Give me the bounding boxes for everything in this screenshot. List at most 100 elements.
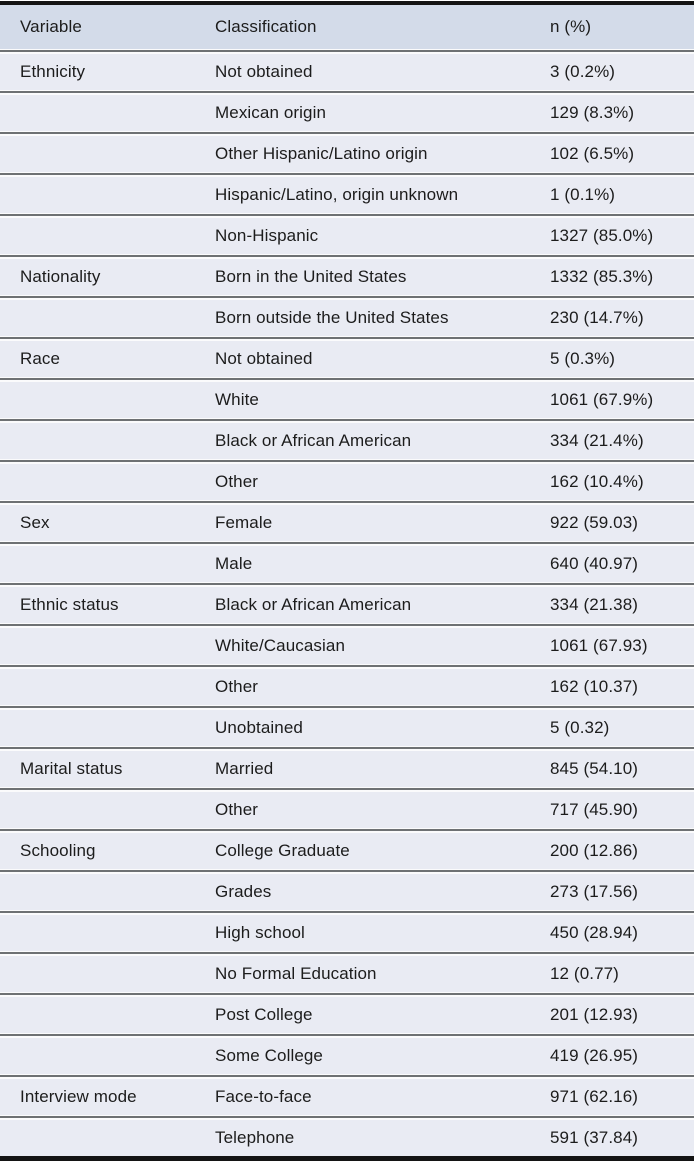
cell-classification: White/Caucasian	[215, 636, 346, 655]
cell-variable: Schooling	[20, 841, 96, 860]
cell-n-pct: 5 (0.3%)	[550, 349, 616, 368]
table-row: Black or African American 334 (21.4%)	[0, 423, 694, 459]
cell-n-pct: 971 (62.16)	[550, 1087, 639, 1106]
cell-n-pct: 922 (59.03)	[550, 513, 639, 532]
row-divider	[0, 1115, 694, 1120]
cell-variable: Nationality	[20, 267, 101, 286]
table-row: Other 162 (10.4%)	[0, 464, 694, 500]
cell-classification: Other	[215, 472, 259, 491]
table-row: Other Hispanic/Latino origin 102 (6.5%)	[0, 136, 694, 172]
row-divider	[0, 90, 694, 95]
row-divider	[0, 664, 694, 669]
column-header-n-pct: n (%)	[550, 17, 592, 36]
row-divider	[0, 459, 694, 464]
table-row: Male 640 (40.97)	[0, 546, 694, 582]
table-row: Born outside the United States 230 (14.7…	[0, 300, 694, 336]
cell-classification: Mexican origin	[215, 103, 327, 122]
row-divider	[0, 992, 694, 997]
cell-classification: Black or African American	[215, 595, 412, 614]
row-divider	[0, 500, 694, 505]
table-row: Some College 419 (26.95)	[0, 1038, 694, 1074]
cell-classification: College Graduate	[215, 841, 350, 860]
column-header-variable: Variable	[20, 17, 82, 36]
row-divider	[0, 910, 694, 915]
cell-n-pct: 419 (26.95)	[550, 1046, 639, 1065]
table-row: White 1061 (67.9%)	[0, 382, 694, 418]
row-divider	[0, 213, 694, 218]
cell-n-pct: 640 (40.97)	[550, 554, 639, 573]
row-divider	[0, 336, 694, 341]
table-row: Hispanic/Latino, origin unknown 1 (0.1%)	[0, 177, 694, 213]
row-divider	[0, 418, 694, 423]
cell-variable: Race	[20, 349, 61, 368]
cell-classification: Other	[215, 677, 259, 696]
row-divider	[0, 623, 694, 628]
row-divider	[0, 172, 694, 177]
table-row: Ethnic status Black or African American …	[0, 587, 694, 623]
cell-n-pct: 200 (12.86)	[550, 841, 639, 860]
cell-n-pct: 717 (45.90)	[550, 800, 639, 819]
cell-classification: Other	[215, 800, 259, 819]
cell-n-pct: 12 (0.77)	[550, 964, 619, 983]
table-row: White/Caucasian 1061 (67.93)	[0, 628, 694, 664]
row-divider	[0, 541, 694, 546]
row-divider	[0, 131, 694, 136]
table-row: High school 450 (28.94)	[0, 915, 694, 951]
cell-n-pct: 162 (10.37)	[550, 677, 639, 696]
table-row: Mexican origin 129 (8.3%)	[0, 95, 694, 131]
cell-n-pct: 102 (6.5%)	[550, 144, 635, 163]
cell-classification: Grades	[215, 882, 272, 901]
table-row: Unobtained 5 (0.32)	[0, 710, 694, 746]
cell-variable: Ethnicity	[20, 62, 86, 81]
cell-variable: Interview mode	[20, 1087, 137, 1106]
row-divider	[0, 869, 694, 874]
cell-classification: Unobtained	[215, 718, 303, 737]
cell-n-pct: 3 (0.2%)	[550, 62, 616, 81]
table-row: Non-Hispanic 1327 (85.0%)	[0, 218, 694, 254]
cell-classification: Black or African American	[215, 431, 412, 450]
table-row: Post College 201 (12.93)	[0, 997, 694, 1033]
cell-classification: Female	[215, 513, 273, 532]
cell-n-pct: 1061 (67.93)	[550, 636, 648, 655]
cell-n-pct: 1 (0.1%)	[550, 185, 616, 204]
table-body: Ethnicity Not obtained 3 (0.2%) Mexican …	[0, 49, 694, 1156]
cell-classification: Not obtained	[215, 62, 313, 81]
row-divider	[0, 377, 694, 382]
table-header-row: Variable Classification n (%)	[0, 5, 694, 49]
row-divider	[0, 49, 694, 54]
cell-variable: Sex	[20, 513, 50, 532]
cell-n-pct: 334 (21.4%)	[550, 431, 644, 450]
table-row: Schooling College Graduate 200 (12.86)	[0, 833, 694, 869]
cell-n-pct: 162 (10.4%)	[550, 472, 644, 491]
cell-classification: Some College	[215, 1046, 323, 1065]
table-row: Grades 273 (17.56)	[0, 874, 694, 910]
row-divider	[0, 254, 694, 259]
row-divider	[0, 1074, 694, 1079]
row-divider	[0, 787, 694, 792]
cell-classification: White	[215, 390, 259, 409]
row-divider	[0, 951, 694, 956]
row-divider	[0, 1033, 694, 1038]
cell-classification: High school	[215, 923, 305, 942]
cell-n-pct: 1327 (85.0%)	[550, 226, 654, 245]
row-divider	[0, 746, 694, 751]
cell-classification: Non-Hispanic	[215, 226, 319, 245]
cell-n-pct: 845 (54.10)	[550, 759, 639, 778]
cell-classification: Male	[215, 554, 253, 573]
cell-n-pct: 230 (14.7%)	[550, 308, 644, 327]
cell-n-pct: 1061 (67.9%)	[550, 390, 654, 409]
table-row: Other 162 (10.37)	[0, 669, 694, 705]
row-divider	[0, 828, 694, 833]
cell-n-pct: 591 (37.84)	[550, 1128, 639, 1147]
cell-n-pct: 273 (17.56)	[550, 882, 639, 901]
table-row: Sex Female 922 (59.03)	[0, 505, 694, 541]
table-row: Race Not obtained 5 (0.3%)	[0, 341, 694, 377]
table-row: Ethnicity Not obtained 3 (0.2%)	[0, 54, 694, 90]
table-row: Nationality Born in the United States 13…	[0, 259, 694, 295]
cell-n-pct: 5 (0.32)	[550, 718, 610, 737]
cell-classification: Other Hispanic/Latino origin	[215, 144, 428, 163]
cell-classification: Post College	[215, 1005, 313, 1024]
cell-n-pct: 201 (12.93)	[550, 1005, 639, 1024]
